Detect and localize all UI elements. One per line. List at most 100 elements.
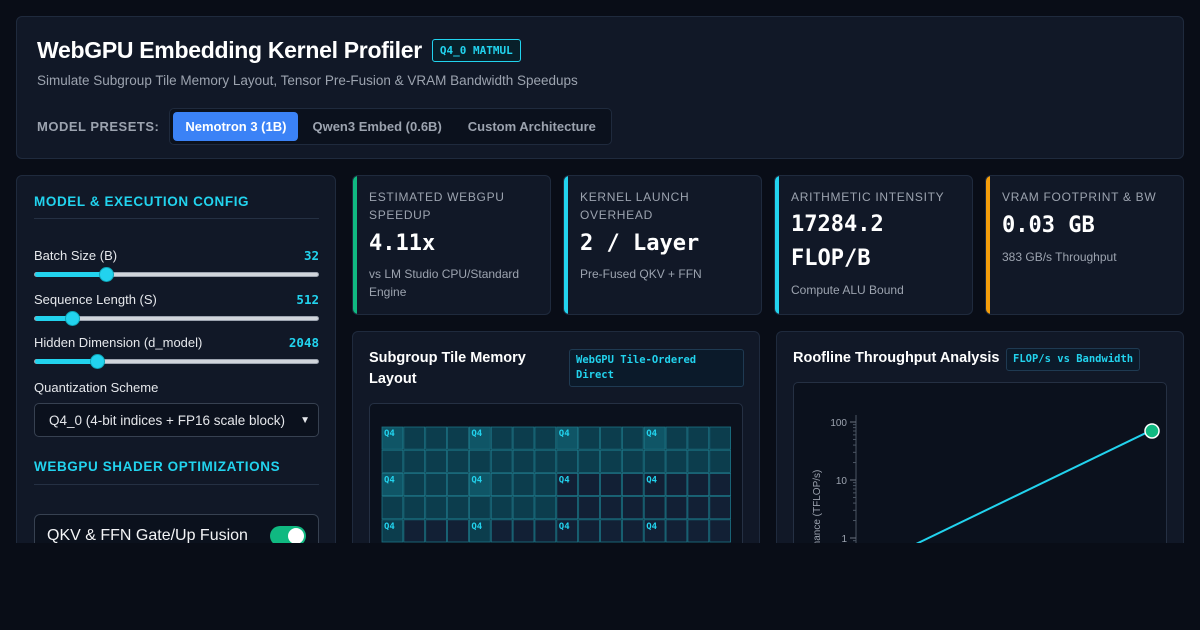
qkv-ffn-fusion-toggle[interactable]: [270, 526, 306, 543]
slider-fill: [35, 359, 98, 364]
tile-cell: [709, 473, 732, 497]
batch-size-slider[interactable]: [34, 267, 319, 282]
tile-cell: [643, 473, 666, 497]
config-panel: MODEL & EXECUTION CONFIG Batch Size (B) …: [16, 175, 336, 543]
preset-button-custom[interactable]: Custom Architecture: [456, 112, 608, 141]
metric-note: Compute ALU Bound: [791, 283, 904, 297]
header-card: WebGPU Embedding Kernel Profiler Q4_0 MA…: [16, 16, 1184, 159]
metric-title: ESTIMATED WEBGPU SPEEDUP: [369, 190, 505, 222]
tile-cell: [578, 519, 600, 543]
quantization-label: Quantization Scheme: [34, 380, 159, 395]
tile-cell-label: Q4: [646, 522, 657, 532]
tile-grid: Q4 Q4 Q4 Q4 Q4 Q4 Q4 Q4 Q4 Q4 Q4 Q4: [381, 426, 732, 543]
qkv-ffn-fusion-label: QKV & FFN Gate/Up Fusion: [47, 527, 248, 543]
tile-cell: [381, 496, 404, 520]
sequence-length-slider[interactable]: [34, 311, 319, 326]
tile-cell: [403, 519, 426, 543]
tile-panel-title: Subgroup Tile Memory Layout: [369, 350, 526, 387]
tile-cell-label: Q4: [384, 429, 395, 439]
slider-fill: [35, 272, 106, 277]
tile-cell: [643, 496, 666, 520]
tile-cell: [469, 519, 491, 543]
tile-layout-panel: Subgroup Tile Memory Layout WebGPU Tile-…: [352, 331, 760, 543]
tile-cell: [534, 496, 557, 520]
tile-cell: [447, 496, 469, 520]
metric-card-launch-overhead: KERNEL LAUNCH OVERHEAD 2 / Layer Pre-Fus…: [563, 175, 762, 315]
tile-cell-label: Q4: [384, 475, 395, 485]
tile-cell-label: Q4: [384, 522, 395, 532]
hidden-dim-slider-row: Hidden Dimension (d_model) 2048: [34, 335, 319, 369]
metric-card-vram: VRAM FOOTPRINT & BW 0.03 GB 383 GB/s Thr…: [985, 175, 1184, 315]
metric-note: vs LM Studio CPU/Standard Engine: [369, 267, 520, 299]
metric-value: 17284.2 FLOP/B: [791, 212, 884, 271]
batch-size-value: 32: [303, 248, 319, 263]
tile-cell: [425, 426, 447, 450]
app-viewport: WebGPU Embedding Kernel Profiler Q4_0 MA…: [16, 16, 1184, 543]
tile-cell: [403, 449, 426, 473]
roofline-panel-title: Roofline Throughput Analysis: [793, 350, 1000, 366]
config-section-title: MODEL & EXECUTION CONFIG: [34, 194, 250, 209]
tile-cell: [643, 426, 666, 450]
quantization-selected-value: Q4_0 (4-bit indices + FP16 scale block): [49, 412, 285, 428]
metric-accent-bar: [986, 176, 990, 314]
tile-cell: [425, 473, 447, 497]
tile-cell: [687, 426, 710, 450]
slider-thumb[interactable]: [90, 354, 106, 369]
roofline-chart-frame: 100 10 1 Performance (TFLOP/s): [793, 382, 1167, 543]
tile-cell: [665, 426, 688, 450]
tile-cell: [578, 496, 600, 520]
page-title: WebGPU Embedding Kernel Profiler: [37, 37, 422, 63]
hidden-dim-slider[interactable]: [34, 354, 319, 369]
tile-cell-label: Q4: [471, 475, 482, 485]
tile-cell: [403, 473, 426, 497]
metric-title: KERNEL LAUNCH OVERHEAD: [580, 190, 690, 222]
section-divider: [34, 484, 319, 485]
metric-accent-bar: [353, 176, 357, 314]
tile-cell: [621, 496, 644, 520]
tile-cell: [425, 496, 447, 520]
y-tick-label: 10: [836, 476, 848, 487]
sequence-length-label: Sequence Length (S): [34, 292, 157, 307]
tile-cell: [381, 473, 404, 497]
tile-cell: [534, 519, 557, 543]
batch-size-slider-row: Batch Size (B) 32: [34, 248, 319, 282]
tile-cell: [556, 426, 579, 450]
shader-section-title: WEBGPU SHADER OPTIMIZATIONS: [34, 459, 281, 474]
tile-cell-label: Q4: [471, 429, 482, 439]
tile-cell: [512, 519, 535, 543]
slider-thumb[interactable]: [64, 311, 80, 326]
tile-cell: [512, 426, 535, 450]
metric-value: 2 / Layer: [580, 231, 700, 256]
roofline-chart: 100 10 1 Performance (TFLOP/s): [812, 415, 1160, 543]
tile-cell: [578, 449, 600, 473]
tile-cell: [425, 449, 447, 473]
slider-fill: [35, 316, 72, 321]
tile-cell: [490, 473, 513, 497]
qkv-ffn-fusion-toggle-row[interactable]: QKV & FFN Gate/Up Fusion: [34, 514, 319, 543]
tile-cell: [687, 519, 710, 543]
metric-title: VRAM FOOTPRINT & BW: [1002, 190, 1157, 204]
tile-cell: [556, 449, 579, 473]
tile-cell: [687, 496, 710, 520]
metric-title: ARITHMETIC INTENSITY: [791, 190, 945, 204]
preset-button-qwen3[interactable]: Qwen3 Embed (0.6B): [300, 112, 453, 141]
tile-cell: [490, 496, 513, 520]
tile-cell: [447, 519, 469, 543]
tile-cell-label: Q4: [646, 475, 657, 485]
tile-cell: [512, 496, 535, 520]
tile-cell: [709, 496, 732, 520]
hidden-dim-value: 2048: [288, 335, 319, 350]
preset-button-nemotron[interactable]: Nemotron 3 (1B): [173, 112, 299, 141]
hidden-dim-label: Hidden Dimension (d_model): [34, 335, 203, 350]
metric-accent-bar: [564, 176, 568, 314]
tile-cell: [621, 473, 644, 497]
tile-cell: [534, 473, 557, 497]
tile-cell: [490, 519, 513, 543]
tile-cell: [643, 449, 666, 473]
metric-card-arithmetic-intensity: ARITHMETIC INTENSITY 17284.2 FLOP/B Comp…: [774, 175, 973, 315]
quantization-select[interactable]: Q4_0 (4-bit indices + FP16 scale block) …: [34, 403, 319, 437]
tile-cell: [447, 426, 469, 450]
tile-cell: [578, 473, 600, 497]
slider-thumb[interactable]: [98, 267, 114, 282]
tile-cell: [621, 426, 644, 450]
